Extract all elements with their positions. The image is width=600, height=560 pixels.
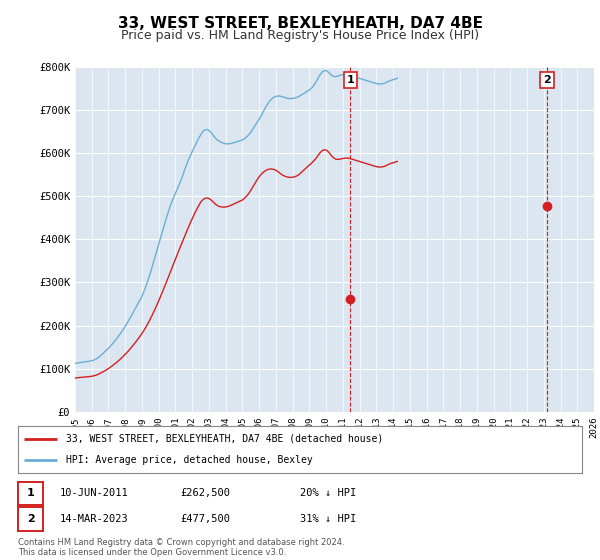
Text: 20% ↓ HPI: 20% ↓ HPI	[300, 488, 356, 498]
Text: 10-JUN-2011: 10-JUN-2011	[60, 488, 129, 498]
Text: 2: 2	[27, 514, 34, 524]
Text: HPI: Average price, detached house, Bexley: HPI: Average price, detached house, Bexl…	[66, 455, 313, 465]
Text: Contains HM Land Registry data © Crown copyright and database right 2024.
This d: Contains HM Land Registry data © Crown c…	[18, 538, 344, 557]
Text: 33, WEST STREET, BEXLEYHEATH, DA7 4BE: 33, WEST STREET, BEXLEYHEATH, DA7 4BE	[118, 16, 482, 31]
Text: £262,500: £262,500	[180, 488, 230, 498]
Text: 31% ↓ HPI: 31% ↓ HPI	[300, 514, 356, 524]
Text: 1: 1	[27, 488, 34, 498]
Text: £477,500: £477,500	[180, 514, 230, 524]
Text: 14-MAR-2023: 14-MAR-2023	[60, 514, 129, 524]
Text: 2: 2	[543, 75, 551, 85]
Text: 33, WEST STREET, BEXLEYHEATH, DA7 4BE (detached house): 33, WEST STREET, BEXLEYHEATH, DA7 4BE (d…	[66, 434, 383, 444]
Text: Price paid vs. HM Land Registry's House Price Index (HPI): Price paid vs. HM Land Registry's House …	[121, 29, 479, 42]
Text: 1: 1	[346, 75, 354, 85]
